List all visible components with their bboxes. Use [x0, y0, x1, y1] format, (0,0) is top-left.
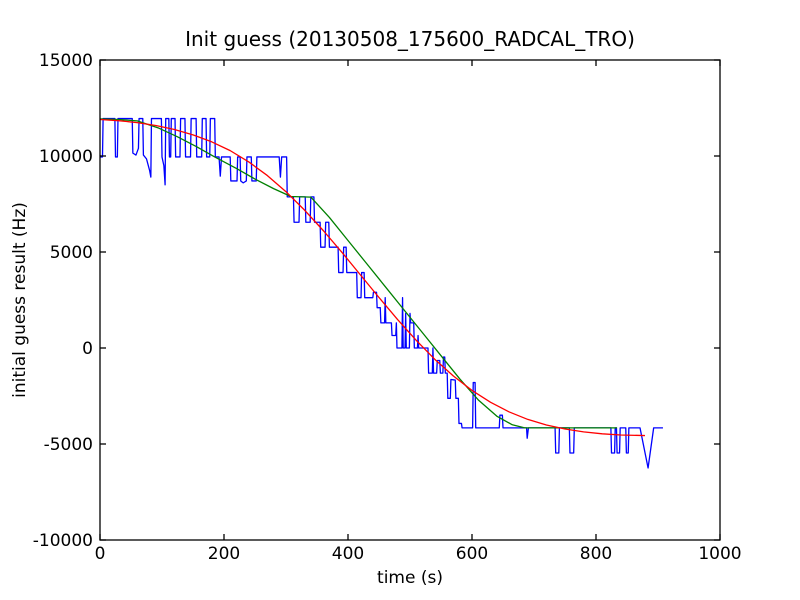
x-tick-label: 0: [95, 544, 106, 564]
y-tick-label: -5000: [44, 435, 93, 455]
x-tick-label: 600: [456, 544, 488, 564]
y-tick-label: 10000: [39, 147, 93, 167]
y-axis-label: initial guess result (Hz): [10, 202, 30, 398]
x-axis-label: time (s): [377, 568, 443, 588]
y-tick-label: 0: [82, 339, 93, 359]
series-line-raw-initial-guess: [99, 117, 663, 469]
y-tick-label: 15000: [39, 51, 93, 71]
y-tick-label: -10000: [33, 531, 93, 551]
series-group: [99, 117, 663, 469]
x-tick-labels: 0 200 400 600 800 1000: [95, 544, 742, 564]
series-line-smoothed-guess: [99, 118, 618, 429]
x-tick-label: 400: [332, 544, 364, 564]
chart-title: Init guess (20130508_175600_RADCAL_TRO): [185, 27, 635, 51]
x-tick-label: 1000: [698, 544, 741, 564]
y-tick-label: 5000: [50, 243, 93, 263]
series-line-sigmoid-fit: [99, 118, 645, 437]
x-tick-label: 800: [580, 544, 612, 564]
plot-frame: [99, 59, 721, 541]
x-tick-label: 200: [208, 544, 240, 564]
y-tick-labels: -10000 -5000 0 5000 10000 15000: [33, 51, 93, 551]
plot-background: [100, 60, 720, 540]
